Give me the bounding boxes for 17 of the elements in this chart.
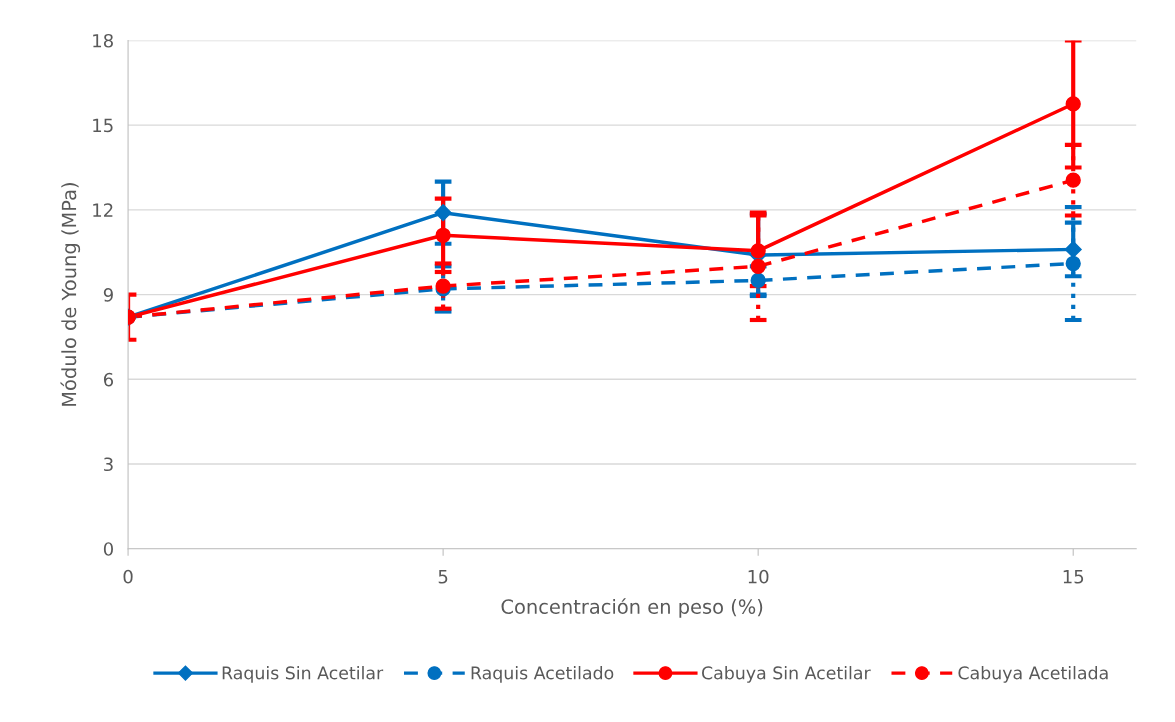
- y-tick-label: 9: [103, 288, 113, 302]
- x-tick-label: 5: [438, 570, 448, 584]
- legend-label: Cabuya Sin Acetilar: [702, 666, 871, 683]
- y-tick-label: 0: [103, 542, 113, 556]
- y-tick-label: 6: [103, 372, 114, 387]
- y-tick-label: 18: [93, 33, 113, 48]
- x-tick-label: 0: [123, 569, 133, 584]
- y-axis-title: Módulo de Young (MPa): [60, 183, 81, 406]
- y-tick-label: 12: [93, 203, 113, 217]
- x-axis-title: Concentración en peso (%): [501, 598, 763, 618]
- legend-label: Cabuya Acetilada: [958, 666, 1108, 683]
- y-tick-label: 3: [104, 457, 113, 472]
- y-tick-label: 15: [93, 118, 113, 133]
- legend-label: Raquis Sin Acetilar: [222, 666, 384, 683]
- x-tick-label: 10: [748, 569, 769, 584]
- legend-label: Raquis Acetilado: [471, 666, 614, 683]
- x-tick-label: 15: [1063, 570, 1084, 584]
